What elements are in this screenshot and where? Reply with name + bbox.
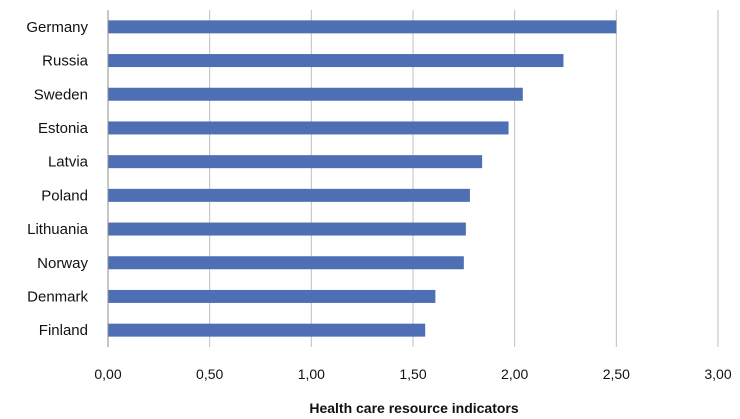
x-tick-label: 2,00 bbox=[501, 366, 528, 382]
x-tick-label: 1,50 bbox=[399, 366, 426, 382]
bars bbox=[108, 20, 617, 337]
bar-latvia bbox=[108, 155, 483, 169]
bar-denmark bbox=[108, 289, 436, 303]
category-label-finland: Finland bbox=[39, 322, 88, 339]
x-tick-label: 0,00 bbox=[94, 366, 121, 382]
bar-lithuania bbox=[108, 222, 466, 236]
bar-germany bbox=[108, 20, 617, 34]
x-tick-label: 3,00 bbox=[704, 366, 731, 382]
category-labels: Germany Russia Sweden Estonia Latvia Poland Li… bbox=[26, 19, 88, 339]
bar-estonia bbox=[108, 121, 509, 135]
bar-finland bbox=[108, 323, 426, 337]
category-label-norway: Norway bbox=[37, 255, 88, 272]
bar-norway bbox=[108, 256, 464, 270]
bar-poland bbox=[108, 188, 470, 202]
category-label-sweden: Sweden bbox=[34, 86, 88, 103]
x-tick-label: 1,00 bbox=[298, 366, 325, 382]
bar-sweden bbox=[108, 87, 523, 101]
category-label-denmark: Denmark bbox=[27, 288, 88, 305]
x-axis-title: Health care resource indicators bbox=[309, 400, 519, 416]
category-label-estonia: Estonia bbox=[38, 120, 89, 137]
category-label-latvia: Latvia bbox=[48, 154, 89, 171]
category-label-lithuania: Lithuania bbox=[27, 221, 89, 238]
x-tick-label: 2,50 bbox=[603, 366, 630, 382]
category-label-russia: Russia bbox=[42, 53, 89, 70]
category-label-poland: Poland bbox=[41, 187, 88, 204]
category-label-germany: Germany bbox=[26, 19, 88, 36]
x-tick-label: 0,50 bbox=[196, 366, 223, 382]
bar-russia bbox=[108, 54, 564, 68]
x-tick-labels: 0,00 0,50 1,00 1,50 2,00 2,50 3,00 bbox=[94, 366, 731, 382]
